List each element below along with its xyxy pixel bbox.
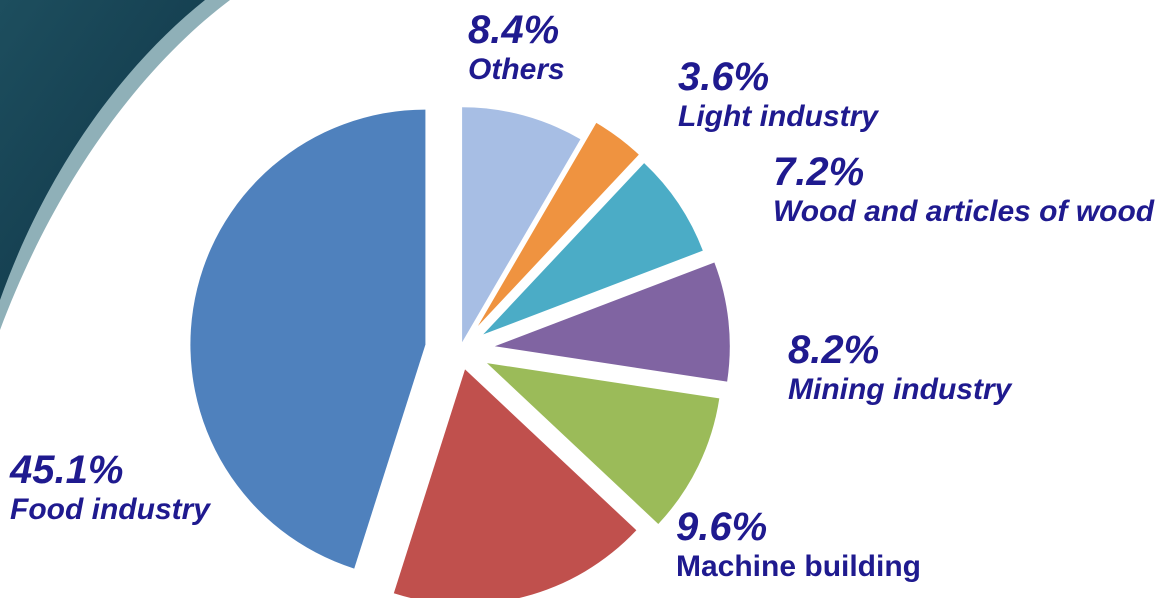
- pie-slice: [483, 163, 703, 335]
- category-label: Wood and articles of wood: [773, 195, 1155, 228]
- value-label: 45.1%: [10, 448, 124, 492]
- category-label: Others: [468, 53, 565, 86]
- value-label: 8.4%: [468, 8, 560, 52]
- value-label: 9.6%: [676, 505, 768, 549]
- pie-slice: [190, 109, 426, 569]
- slice-label: 7.2% Wood and articles of wood: [773, 150, 1167, 230]
- category-label: Light industry: [678, 100, 878, 133]
- pie-slice: [486, 363, 720, 524]
- pie-slice: [462, 107, 581, 343]
- slice-label: 3.6% Light industry: [678, 55, 878, 135]
- slice-label: 45.1% Food industry: [10, 448, 210, 528]
- slice-label: 8.2% Mining industry: [788, 328, 1011, 408]
- pie-slice: [477, 122, 639, 326]
- category-label: Machine building: [676, 550, 921, 583]
- value-label: 7.2%: [773, 150, 865, 194]
- background-swoosh: [0, 0, 205, 300]
- pie-slice: [393, 369, 637, 598]
- value-label: 8.2%: [788, 328, 880, 372]
- category-label: Mining industry: [788, 373, 1012, 406]
- slice-label: 9.6% Machine building: [676, 505, 921, 585]
- slice-label: 8.4% Others: [468, 8, 565, 88]
- category-label: Food industry: [10, 493, 210, 526]
- value-label: 3.6%: [678, 55, 770, 99]
- pie-slice: [494, 262, 730, 382]
